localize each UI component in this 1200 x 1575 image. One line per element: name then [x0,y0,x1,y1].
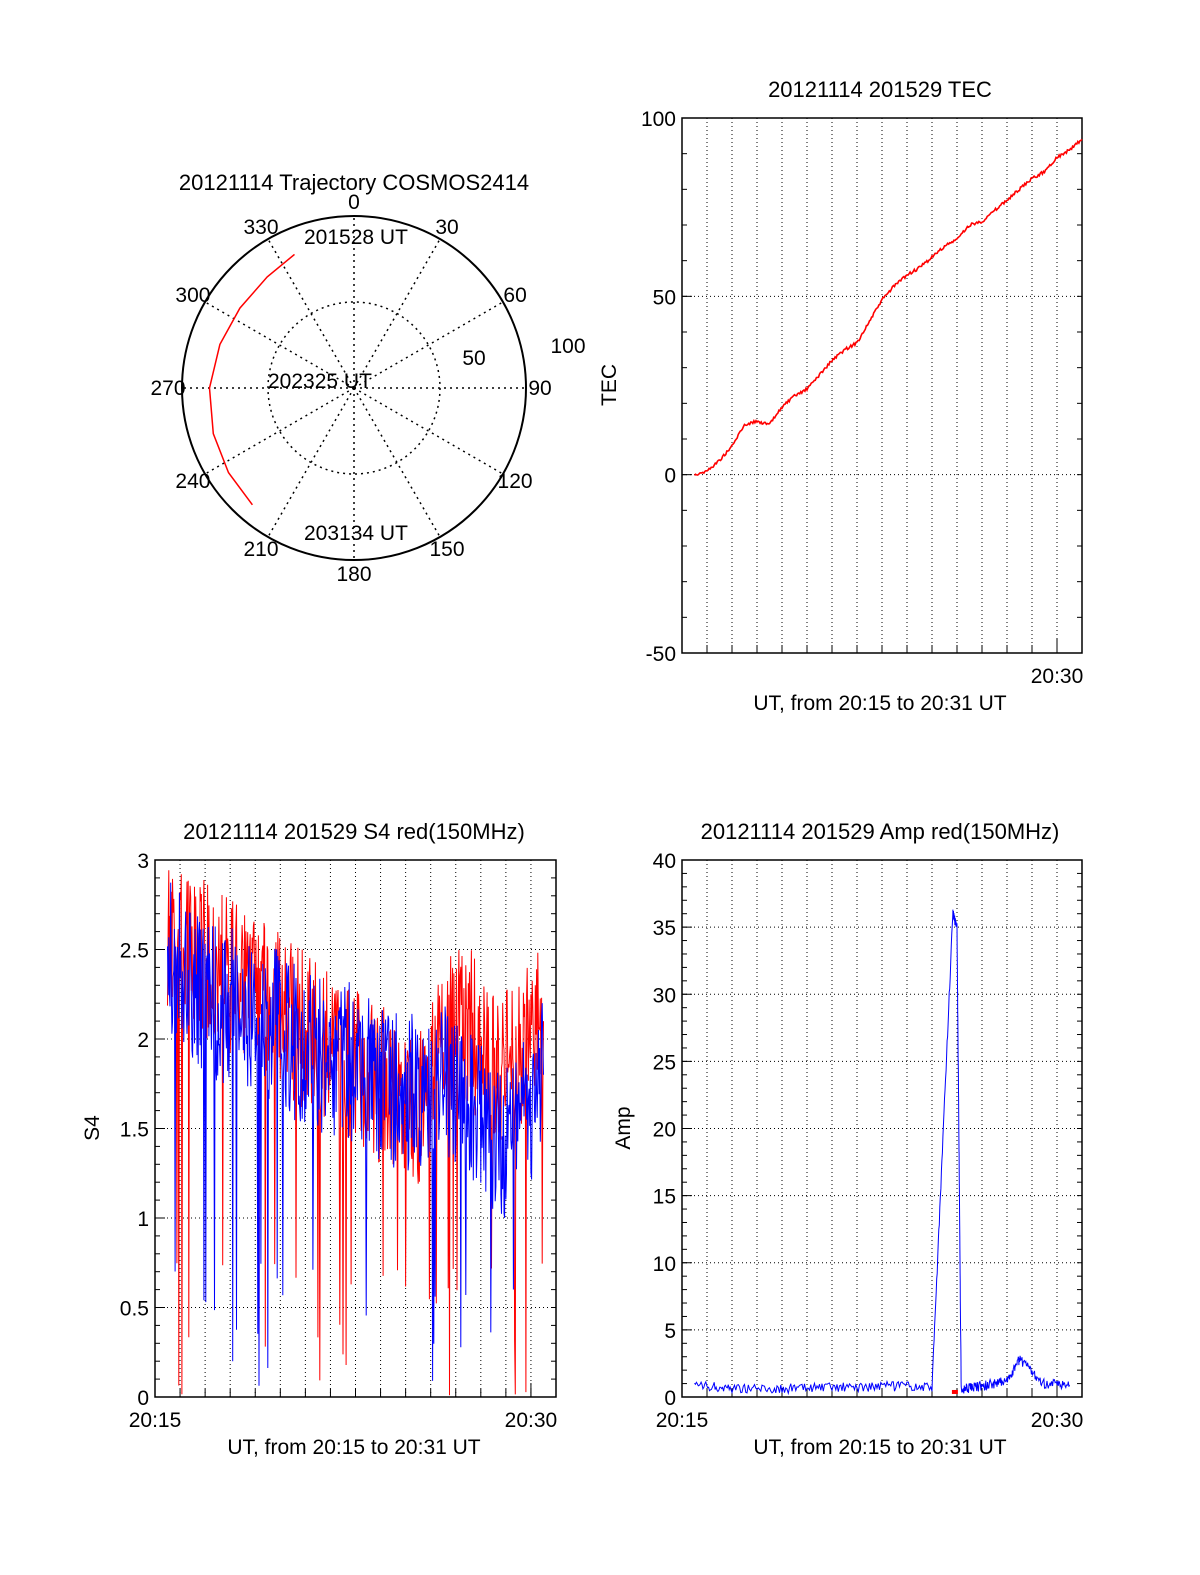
series-point [951,1389,958,1394]
tec-data [693,138,1083,476]
amp-title: 20121114 201529 Amp red(150MHz) [701,819,1060,844]
polar-title: 20121114 Trajectory COSMOS2414 [179,170,529,195]
s4-data [167,870,544,1396]
x-tick-label: 20:30 [1031,1409,1084,1432]
y-tick-label: 5 [664,1320,676,1343]
polar-angle-label: 60 [503,284,526,307]
trajectory-line [208,253,295,506]
tec-title: 20121114 201529 TEC [768,77,992,102]
polar-radius-label: 100 [550,335,585,358]
s4-x-axis-label: UT, from 20:15 to 20:31 UT [227,1436,480,1459]
y-tick-label: 2 [137,1029,149,1052]
amp-y-axis-label: Amp [612,1106,635,1149]
series-line [694,909,1070,1396]
y-tick-label: 0 [664,465,676,488]
polar-spoke [353,301,504,389]
trajectory-polar-chart: 20121114 Trajectory COSMOS2414 0 30 60 90 12… [150,170,585,586]
y-tick-label: 0 [137,1387,149,1410]
tec-chart: 20121114 201529 TEC UT, from 20:15 to 20… [598,77,1083,715]
amp-axes: 0 5 10 15 20 25 30 35 40 20:15 20:30 [653,850,1084,1432]
polar-angle-label: 180 [336,563,371,586]
y-tick-label: 0.5 [120,1298,149,1321]
polar-grid [181,215,527,561]
trajectory-end-label: 203134 UT [304,522,408,545]
polar-angle-label: 210 [243,538,278,561]
polar-outer-ring [181,215,527,561]
series-line [693,138,1083,476]
amp-x-axis-label: UT, from 20:15 to 20:31 UT [753,1436,1006,1459]
y-tick-label: 10 [653,1253,676,1276]
y-tick-label: 0 [664,1387,676,1410]
polar-angle-label: 120 [498,470,533,493]
polar-angle-label: 150 [429,538,464,561]
y-tick-label: 20 [653,1119,676,1142]
x-tick-label: 20:15 [129,1409,182,1432]
plot-frame [154,859,557,1398]
s4-chart: 20121114 201529 S4 red(150MHz) UT, from … [81,819,557,1459]
polar-angle-label: 30 [435,216,458,239]
y-tick-label: 35 [653,917,676,940]
amp-chart: 20121114 201529 Amp red(150MHz) UT, from… [612,819,1083,1459]
polar-spoke [267,387,355,538]
y-tick-label: 15 [653,1186,676,1209]
y-tick-label: 100 [641,108,676,131]
x-tick-label: 20:30 [1031,665,1084,688]
plot-frame [681,117,1083,654]
tec-x-axis-label: UT, from 20:15 to 20:31 UT [753,692,1006,715]
trajectory-mid-label: 202325 UT [268,370,372,393]
y-tick-label: 3 [137,850,149,873]
y-tick-label: -50 [646,643,676,666]
y-tick-label: 1.5 [120,1119,149,1142]
polar-radius-label: 50 [462,347,485,370]
y-tick-label: 25 [653,1051,676,1074]
polar-angle-label: 90 [528,377,551,400]
amp-data [694,909,1070,1396]
series-line [167,882,544,1386]
y-tick-label: 50 [653,286,676,309]
polar-spoke [204,301,355,389]
s4-y-axis-label: S4 [81,1115,104,1141]
polar-spoke [267,238,355,389]
polar-angle-label: 300 [175,284,210,307]
polar-spoke [353,387,504,475]
polar-angle-label: 270 [150,377,185,400]
polar-data [208,253,295,506]
y-tick-label: 40 [653,850,676,873]
polar-spoke [204,387,355,475]
x-tick-label: 20:15 [656,1409,709,1432]
polar-spoke [353,387,441,538]
polar-angle-label: 0 [348,191,360,214]
y-tick-label: 1 [137,1208,149,1231]
tec-y-axis-label: TEC [598,364,621,406]
polar-angle-label: 330 [243,216,278,239]
polar-angle-label: 240 [175,470,210,493]
y-tick-label: 30 [653,984,676,1007]
x-tick-label: 20:30 [505,1409,558,1432]
polar-spoke [353,238,441,389]
polar-labels: 0 30 60 90 120 150 180 210 240 270 300 330 50 100 [150,191,585,586]
trajectory-start-label: 201528 UT [304,226,408,249]
plot-frame [681,859,1083,1398]
tec-axes: -50 0 50 100 20:30 [641,108,1083,688]
y-tick-label: 2.5 [120,940,149,963]
s4-title: 20121114 201529 S4 red(150MHz) [183,819,525,844]
